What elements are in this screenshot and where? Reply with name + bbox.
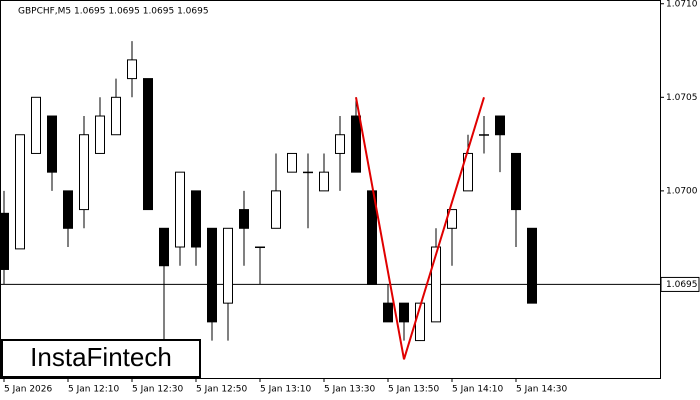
candle-body: [367, 190, 377, 285]
x-tick-label: 5 Jan 14:10: [452, 385, 504, 395]
x-tick-label: 5 Jan 12:30: [132, 385, 184, 395]
candle-body: [255, 246, 265, 249]
x-tick-label: 5 Jan 12:50: [196, 385, 248, 395]
candle-body: [15, 134, 25, 250]
logo-box: [1, 339, 201, 378]
candle-body: [31, 96, 41, 154]
x-tick-label: 5 Jan 12:10: [68, 385, 120, 395]
candle-body: [175, 171, 185, 248]
x-tick-label: 5 Jan 2026: [4, 385, 52, 395]
candle-body: [79, 134, 89, 211]
candle-body: [127, 59, 137, 80]
x-tick-label: 5 Jan 13:30: [324, 385, 376, 395]
y-tick-label: 1.0700: [666, 186, 698, 196]
candle-body: [431, 246, 441, 323]
candle-body: [47, 115, 57, 173]
candle-body: [191, 190, 201, 248]
candle-body: [95, 115, 105, 154]
plot-frame: [0, 0, 661, 379]
chart-title: GBPCHF,M5 1.0695 1.0695 1.0695 1.0695: [18, 7, 209, 17]
x-tick-label: 5 Jan 14:30: [516, 385, 568, 395]
price-label-box: [660, 276, 700, 292]
candle-body: [63, 190, 73, 229]
candle-body: [0, 212, 9, 270]
candle-body: [383, 302, 393, 323]
candle-body: [479, 134, 489, 136]
candle-body: [207, 227, 217, 323]
pattern-line: [355, 97, 485, 360]
candle-body: [335, 134, 345, 154]
candle-body: [287, 152, 297, 173]
x-tick-label: 5 Jan 13:50: [388, 385, 440, 395]
candle-body: [527, 227, 537, 304]
candle-body: [319, 171, 329, 192]
logo: InstaFintech: [30, 342, 172, 372]
candle-body: [111, 96, 121, 136]
candle-body: [303, 171, 313, 174]
candle-body: [463, 152, 473, 192]
candle-body: [399, 302, 409, 323]
price-label: 1.0695: [666, 280, 698, 290]
x-tick-label: 5 Jan 13:10: [260, 385, 312, 395]
candle-body: [143, 78, 153, 211]
y-tick-label: 1.0705: [666, 93, 698, 103]
candle-body: [271, 190, 281, 229]
candle-body: [239, 209, 249, 229]
candle-body: [511, 152, 521, 211]
y-tick-label: 1.0710: [666, 0, 698, 9]
candle-body: [159, 227, 169, 267]
candle-body: [495, 115, 505, 136]
candle-body: [351, 115, 361, 173]
candle-body: [223, 227, 233, 304]
